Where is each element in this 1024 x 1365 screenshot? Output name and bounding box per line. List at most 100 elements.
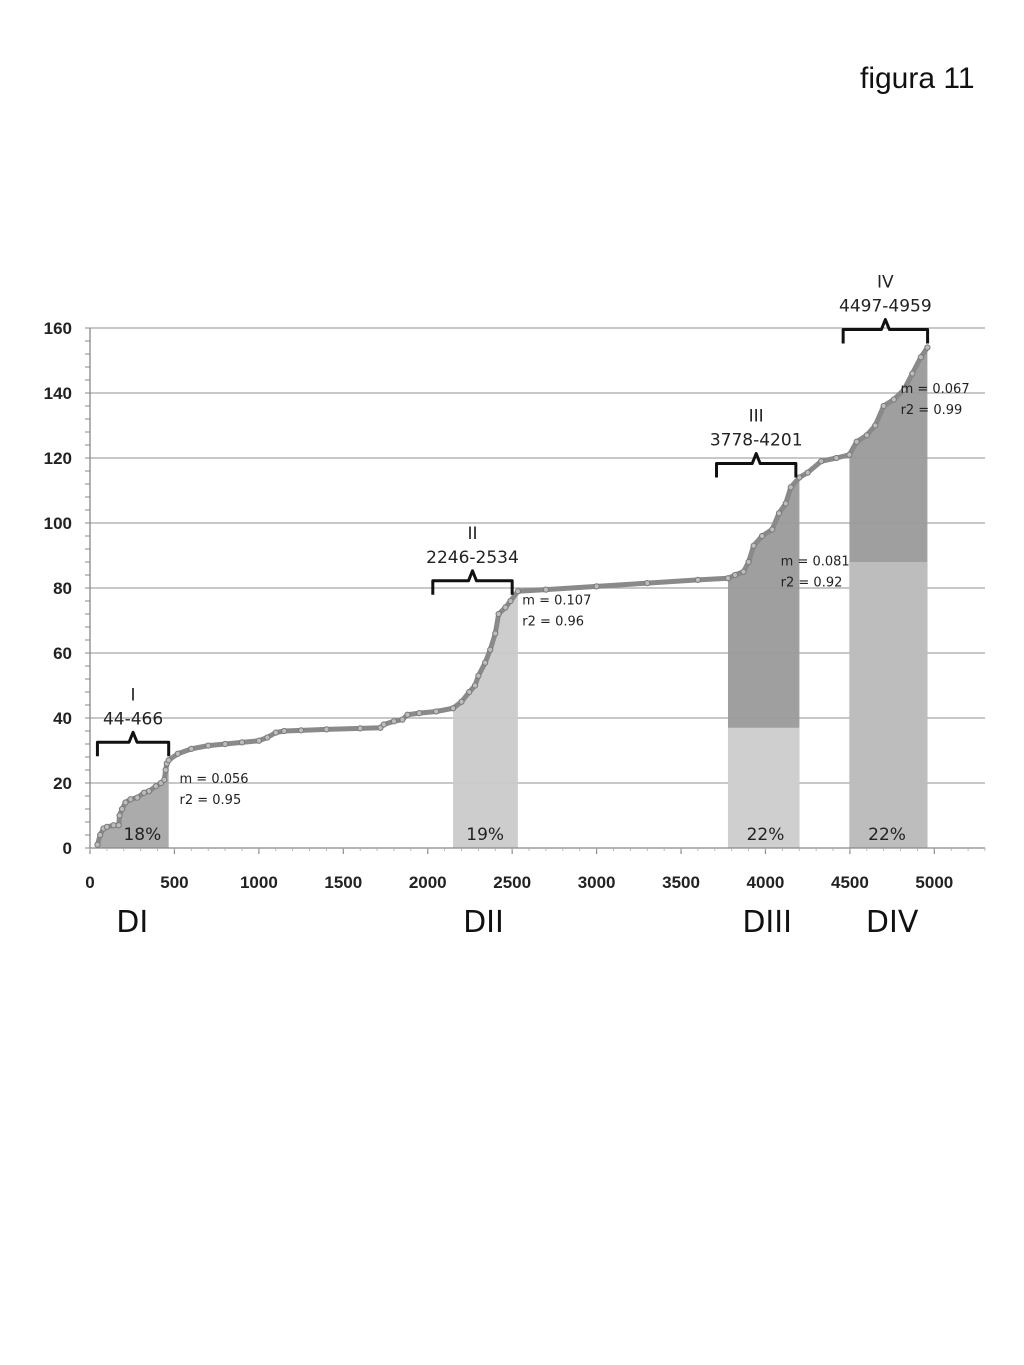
region-roman-label: IV [877,273,894,293]
data-point [399,716,406,723]
region-roman-label: II [467,524,477,544]
annotations: I 44-466 II 2246-2534 III 3778-4201 IV 4497-495… [95,273,970,940]
x-tick-label: 5000 [915,873,953,892]
data-point [818,458,825,465]
data-point [507,597,514,605]
data-point [495,610,502,618]
shaded-region-lower [849,562,928,848]
fit-r2-label: r2 = 0.95 [180,793,242,808]
data-point [323,726,330,733]
data-point [502,604,509,611]
data-point [482,659,489,666]
y-tick-label: 80 [53,579,72,598]
data-point [514,588,522,595]
y-tick-label: 100 [44,514,72,533]
data-point [890,396,897,403]
data-point [644,580,651,587]
domain-label: DIII [742,905,792,940]
region-range-label: 2246-2534 [426,548,519,568]
data-point [118,805,126,813]
region-bracket [715,452,798,478]
region-roman-label: III [749,407,764,427]
data-point [769,526,776,533]
data-point [449,705,457,712]
data-point [116,812,123,819]
fit-slope-label: m = 0.056 [180,772,249,787]
data-point [731,571,739,579]
region-percentage: 22% [747,825,785,845]
x-tick-label: 4500 [831,873,869,892]
fit-slope-label: m = 0.107 [522,593,591,608]
data-point [272,729,279,736]
region-bracket [95,730,171,757]
data-point [110,822,117,829]
data-point [750,542,757,549]
region-bracket [841,318,930,344]
region-range-label: 3778-4201 [710,431,803,451]
data-series [94,344,931,848]
data-point [909,370,916,377]
data-point [238,739,246,746]
data-point [188,745,195,752]
data-point [140,789,148,796]
data-point [593,583,600,590]
data-point [416,710,423,717]
figure-label: figura 11 [860,62,975,95]
data-point [97,831,104,839]
x-tick-label: 3500 [662,873,700,892]
data-point [165,757,172,764]
data-point [487,646,494,653]
data-point [94,841,101,848]
fit-r2-label: r2 = 0.96 [522,614,584,629]
region-bracket [431,569,514,595]
data-point [492,630,499,637]
y-tick-label: 60 [53,644,72,663]
region-percentage: 19% [466,825,504,845]
data-point [161,776,168,783]
data-point [174,750,181,757]
data-point [846,451,853,458]
data-point [694,576,702,583]
data-point [357,725,364,732]
y-tick-label: 160 [44,319,72,338]
shaded-region-lower [727,727,800,848]
y-tick-label: 140 [44,384,72,403]
region-roman-label: I [131,685,136,705]
data-point [404,711,411,718]
data-point [863,432,870,439]
data-point [917,354,924,361]
data-point [542,586,550,593]
y-tick-label: 120 [44,449,72,468]
data-point [466,688,473,696]
data-point [745,558,752,566]
data-point [758,532,766,540]
data-point [103,823,110,830]
x-tick-label: 0 [85,873,94,892]
data-point [471,682,479,689]
fit-slope-label: m = 0.081 [781,554,850,569]
data-point [458,698,465,705]
grid-lines [90,327,985,784]
region-range-label: 44-466 [103,709,163,729]
fit-r2-label: r2 = 0.99 [901,403,963,418]
data-point [872,422,879,429]
x-tick-label: 2000 [409,873,447,892]
data-point [924,344,931,351]
fit-r2-label: r2 = 0.92 [781,575,843,590]
data-point [152,783,159,790]
data-point [900,386,908,393]
data-point [853,438,860,445]
x-tick-label: 1000 [240,873,278,892]
region-percentage: 22% [868,825,906,845]
data-point [740,568,747,575]
y-tick-label: 20 [53,774,72,793]
data-point [205,742,212,749]
data-point [264,734,271,741]
domain-label: DI [116,905,148,940]
x-tick-label: 4000 [747,873,785,892]
axes: 0 20 40 60 80 100 120 140 160 0 500 1000 1500 2000 250… [44,319,986,892]
y-tick-label: 40 [53,709,72,728]
data-point [146,788,153,795]
data-point [221,740,229,748]
x-tick-label: 3000 [578,873,616,892]
